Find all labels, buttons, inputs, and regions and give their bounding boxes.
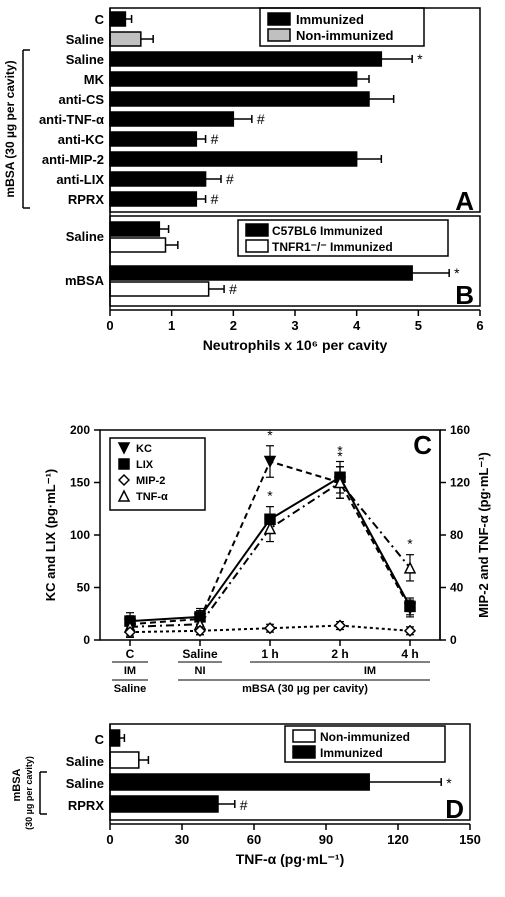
svg-text:30: 30 bbox=[175, 832, 189, 847]
svg-text:Saline: Saline bbox=[182, 647, 218, 661]
svg-text:TNF-α: TNF-α bbox=[136, 491, 168, 503]
svg-text:anti-LIX: anti-LIX bbox=[56, 172, 104, 187]
svg-text:40: 40 bbox=[450, 581, 464, 595]
svg-text:TNF-α (pg·mL⁻¹): TNF-α (pg·mL⁻¹) bbox=[236, 851, 345, 867]
svg-text:anti-KC: anti-KC bbox=[58, 132, 105, 147]
svg-text:NI: NI bbox=[195, 665, 206, 677]
svg-text:B: B bbox=[455, 280, 474, 310]
svg-text:MIP-2 and TNF-α (pg·mL⁻¹): MIP-2 and TNF-α (pg·mL⁻¹) bbox=[476, 452, 491, 618]
svg-text:IM: IM bbox=[124, 665, 136, 677]
svg-text:Saline: Saline bbox=[66, 52, 104, 67]
svg-text:50: 50 bbox=[77, 581, 91, 595]
svg-text:mBSA: mBSA bbox=[11, 768, 23, 801]
svg-text:3: 3 bbox=[291, 318, 298, 333]
svg-text:A: A bbox=[455, 186, 474, 216]
svg-text:*: * bbox=[267, 488, 273, 504]
svg-text:*: * bbox=[337, 443, 343, 459]
svg-text:mBSA (30 µg per cavity): mBSA (30 µg per cavity) bbox=[3, 60, 17, 197]
svg-text:mBSA (30 µg per cavity): mBSA (30 µg per cavity) bbox=[242, 683, 368, 695]
svg-text:0: 0 bbox=[83, 633, 90, 647]
svg-text:RPRX: RPRX bbox=[68, 798, 104, 813]
svg-text:4 h: 4 h bbox=[401, 647, 418, 661]
svg-text:200: 200 bbox=[70, 423, 90, 437]
svg-text:Immunized: Immunized bbox=[320, 746, 383, 760]
svg-text:KC and LIX (pg·mL⁻¹): KC and LIX (pg·mL⁻¹) bbox=[43, 469, 58, 602]
svg-text:#: # bbox=[211, 191, 219, 207]
svg-text:Saline: Saline bbox=[66, 229, 104, 244]
svg-text:*: * bbox=[446, 775, 452, 791]
svg-text:150: 150 bbox=[459, 832, 481, 847]
svg-text:MIP-2: MIP-2 bbox=[136, 475, 165, 487]
svg-text:0: 0 bbox=[106, 318, 113, 333]
svg-text:Non-immunized: Non-immunized bbox=[320, 730, 410, 744]
svg-text:anti-CS: anti-CS bbox=[59, 92, 105, 107]
svg-text:LIX: LIX bbox=[136, 459, 154, 471]
svg-text:KC: KC bbox=[136, 443, 152, 455]
svg-text:100: 100 bbox=[70, 528, 90, 542]
svg-text:RPRX: RPRX bbox=[68, 192, 104, 207]
svg-text:D: D bbox=[445, 794, 464, 824]
svg-text:80: 80 bbox=[450, 528, 464, 542]
svg-text:anti-MIP-2: anti-MIP-2 bbox=[42, 152, 104, 167]
svg-text:*: * bbox=[454, 265, 460, 281]
svg-text:Immunized: Immunized bbox=[296, 12, 364, 27]
svg-text:0: 0 bbox=[106, 832, 113, 847]
svg-text:#: # bbox=[229, 281, 237, 297]
svg-text:C: C bbox=[413, 430, 432, 460]
svg-text:160: 160 bbox=[450, 423, 470, 437]
svg-text:4: 4 bbox=[353, 318, 361, 333]
svg-text:60: 60 bbox=[247, 832, 261, 847]
svg-text:1: 1 bbox=[168, 318, 175, 333]
svg-text:MK: MK bbox=[84, 72, 105, 87]
svg-text:IM: IM bbox=[364, 665, 376, 677]
svg-text:0: 0 bbox=[450, 633, 457, 647]
svg-text:C: C bbox=[95, 12, 105, 27]
svg-text:Non-immunized: Non-immunized bbox=[296, 28, 394, 43]
svg-text:#: # bbox=[240, 797, 248, 813]
svg-text:*: * bbox=[267, 427, 273, 443]
svg-text:Neutrophils x 10⁶ per cavity: Neutrophils x 10⁶ per cavity bbox=[203, 337, 388, 353]
svg-text:*: * bbox=[417, 51, 423, 67]
svg-text:Saline: Saline bbox=[66, 754, 104, 769]
svg-text:2 h: 2 h bbox=[331, 647, 348, 661]
svg-text:(30 µg per cavity): (30 µg per cavity) bbox=[24, 756, 34, 830]
svg-text:Saline: Saline bbox=[66, 32, 104, 47]
svg-text:C: C bbox=[95, 732, 105, 747]
svg-text:Saline: Saline bbox=[66, 776, 104, 791]
svg-text:120: 120 bbox=[450, 476, 470, 490]
svg-text:5: 5 bbox=[415, 318, 422, 333]
svg-text:*: * bbox=[407, 536, 413, 552]
svg-text:6: 6 bbox=[476, 318, 483, 333]
svg-text:C: C bbox=[126, 647, 135, 661]
svg-text:#: # bbox=[257, 111, 265, 127]
svg-text:2: 2 bbox=[230, 318, 237, 333]
svg-text:#: # bbox=[211, 131, 219, 147]
svg-text:120: 120 bbox=[387, 832, 409, 847]
svg-text:150: 150 bbox=[70, 476, 90, 490]
svg-text:mBSA: mBSA bbox=[65, 273, 105, 288]
svg-text:#: # bbox=[226, 171, 234, 187]
svg-text:TNFR1⁻/⁻ Immunized: TNFR1⁻/⁻ Immunized bbox=[272, 240, 393, 254]
svg-text:anti-TNF-α: anti-TNF-α bbox=[39, 112, 104, 127]
svg-text:1 h: 1 h bbox=[261, 647, 278, 661]
svg-text:C57BL6 Immunized: C57BL6 Immunized bbox=[272, 224, 383, 238]
svg-text:Saline: Saline bbox=[114, 683, 146, 695]
svg-text:90: 90 bbox=[319, 832, 333, 847]
